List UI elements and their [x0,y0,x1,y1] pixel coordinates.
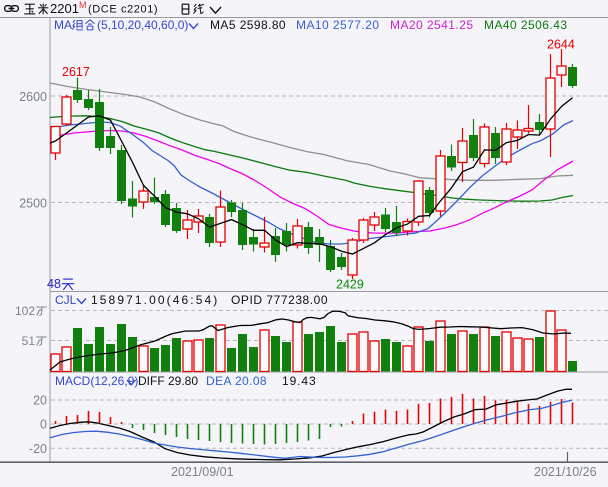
svg-text:(5,10,20,40,60,0): (5,10,20,40,60,0) [97,18,188,32]
svg-text:158971.00(46:54): 158971.00(46:54) [91,293,219,307]
svg-text:20: 20 [33,394,47,408]
svg-text:51: 51 [22,334,36,348]
svg-text:MACD(12,26,9): MACD(12,26,9) [55,374,138,388]
svg-text:M: M [79,0,87,10]
svg-text:2617: 2617 [62,65,90,79]
svg-text:2600: 2600 [19,90,47,104]
svg-text:MA5 2598.80: MA5 2598.80 [210,18,286,32]
svg-text:48: 48 [47,277,61,291]
svg-text:19.43: 19.43 [282,374,317,388]
svg-text:DIFF 29.80: DIFF 29.80 [138,374,198,388]
svg-text:MA40 2506.43: MA40 2506.43 [484,18,567,32]
svg-text:2500: 2500 [19,197,47,211]
svg-text:2201: 2201 [50,1,79,16]
svg-text:MA20 2541.25: MA20 2541.25 [390,18,473,32]
svg-text:2429: 2429 [336,278,364,292]
svg-text:102: 102 [15,304,35,318]
svg-text:CJL: CJL [55,293,77,307]
svg-text:MA10 2577.20: MA10 2577.20 [296,18,379,32]
svg-text:2021/10/26: 2021/10/26 [534,465,597,479]
svg-text:(DCE c2201): (DCE c2201) [88,4,158,16]
svg-text:2021/09/01: 2021/09/01 [171,465,234,479]
svg-text:DEA 20.08: DEA 20.08 [206,374,267,388]
svg-text:-20: -20 [29,442,47,456]
svg-text:0: 0 [40,418,47,432]
svg-text:2644: 2644 [547,38,575,52]
svg-text:OPID 777238.00: OPID 777238.00 [231,293,328,307]
svg-text:MA: MA [54,18,72,32]
